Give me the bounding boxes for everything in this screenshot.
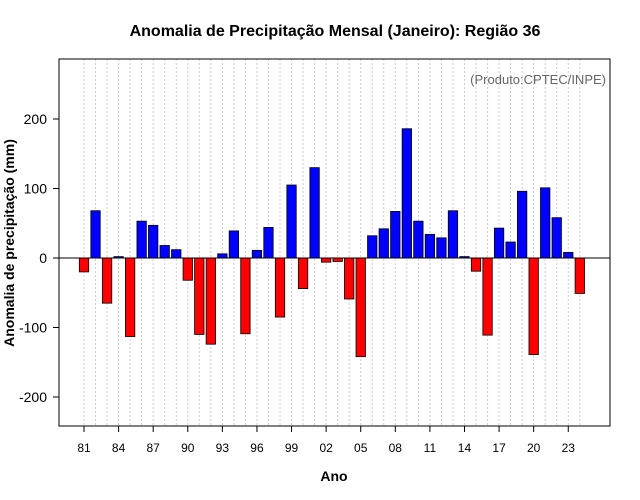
x-tick-label: 14 [458, 441, 472, 455]
bar-2003 [332, 257, 343, 262]
bar-2020 [528, 257, 539, 355]
chart-title: Anomalia de Precipitação Mensal (Janeiro… [130, 23, 541, 40]
y-axis: -200 -100 0 100 200 [19, 111, 59, 405]
bar-1989 [171, 249, 182, 259]
bar-2000 [297, 257, 309, 289]
bar-2008 [390, 211, 401, 259]
bar-2018 [505, 241, 516, 259]
x-tick-label: 11 [424, 441, 437, 455]
x-tick-label: 87 [147, 441, 161, 455]
x-tick-label: 93 [216, 441, 230, 455]
bar-1982 [90, 210, 101, 259]
y-tick-label: -100 [19, 320, 47, 336]
bar-1997 [263, 227, 274, 259]
x-axis-label: Ano [320, 468, 347, 484]
x-tick-label: 08 [389, 441, 403, 455]
y-tick-label: -200 [19, 389, 47, 405]
bar-2002 [321, 257, 332, 263]
bar-1985 [125, 257, 136, 337]
bar-1986 [136, 220, 147, 259]
bar-1988 [159, 245, 170, 259]
x-tick-label: 96 [250, 441, 264, 455]
bar-1999 [286, 184, 297, 259]
vertical-gridlines [83, 59, 581, 426]
bar-1996 [251, 249, 263, 259]
product-credit: (Produto:CPTEC/INPE) [470, 72, 606, 87]
bar-2010 [413, 220, 424, 259]
bar-1994 [228, 230, 239, 259]
y-tick-label: 100 [24, 181, 48, 197]
bar-1990 [182, 257, 193, 281]
y-tick-label: 200 [24, 111, 48, 127]
bar-2006 [367, 235, 378, 259]
x-tick-label: 81 [77, 441, 91, 455]
bar-2007 [378, 228, 389, 259]
x-tick-label: 90 [181, 441, 195, 455]
bar-2023 [563, 252, 574, 259]
bar-2017 [493, 227, 505, 259]
bar-2015 [470, 257, 482, 272]
bar-1987 [148, 224, 159, 259]
bar-1993 [217, 253, 228, 259]
plot-frame [58, 58, 611, 427]
y-tick-label: 0 [39, 250, 47, 266]
bar-2009 [401, 128, 412, 259]
bar-2021 [540, 187, 551, 259]
bar-2019 [517, 190, 528, 259]
bar-2022 [551, 217, 562, 259]
x-tick-label: 05 [354, 441, 368, 455]
bar-2001 [309, 167, 320, 259]
x-tick-label: 99 [285, 441, 299, 455]
x-tick-label: 17 [492, 441, 506, 455]
y-axis-label: Anomalia de precipitação (mm) [1, 139, 17, 347]
x-tick-label: 02 [319, 441, 333, 455]
x-axis: 81 84 87 90 93 96 99 02 05 08 11 14 17 20 23 [77, 426, 575, 455]
x-tick-label: 84 [112, 441, 126, 455]
x-tick-label: 23 [562, 441, 576, 455]
bar-1992 [205, 257, 216, 345]
bar-1981 [78, 257, 90, 273]
bar-2013 [447, 210, 459, 259]
bars [78, 128, 585, 358]
bar-2016 [482, 257, 493, 336]
bar-2011 [424, 233, 436, 259]
bar-1995 [240, 257, 251, 335]
bar-2004 [344, 257, 355, 300]
bar-1983 [101, 257, 113, 304]
bar-1991 [194, 257, 205, 335]
bar-2012 [436, 237, 447, 259]
bar-2005 [355, 257, 366, 358]
bar-1998 [274, 257, 286, 318]
x-tick-label: 20 [527, 441, 541, 455]
bar-2024 [574, 257, 585, 294]
